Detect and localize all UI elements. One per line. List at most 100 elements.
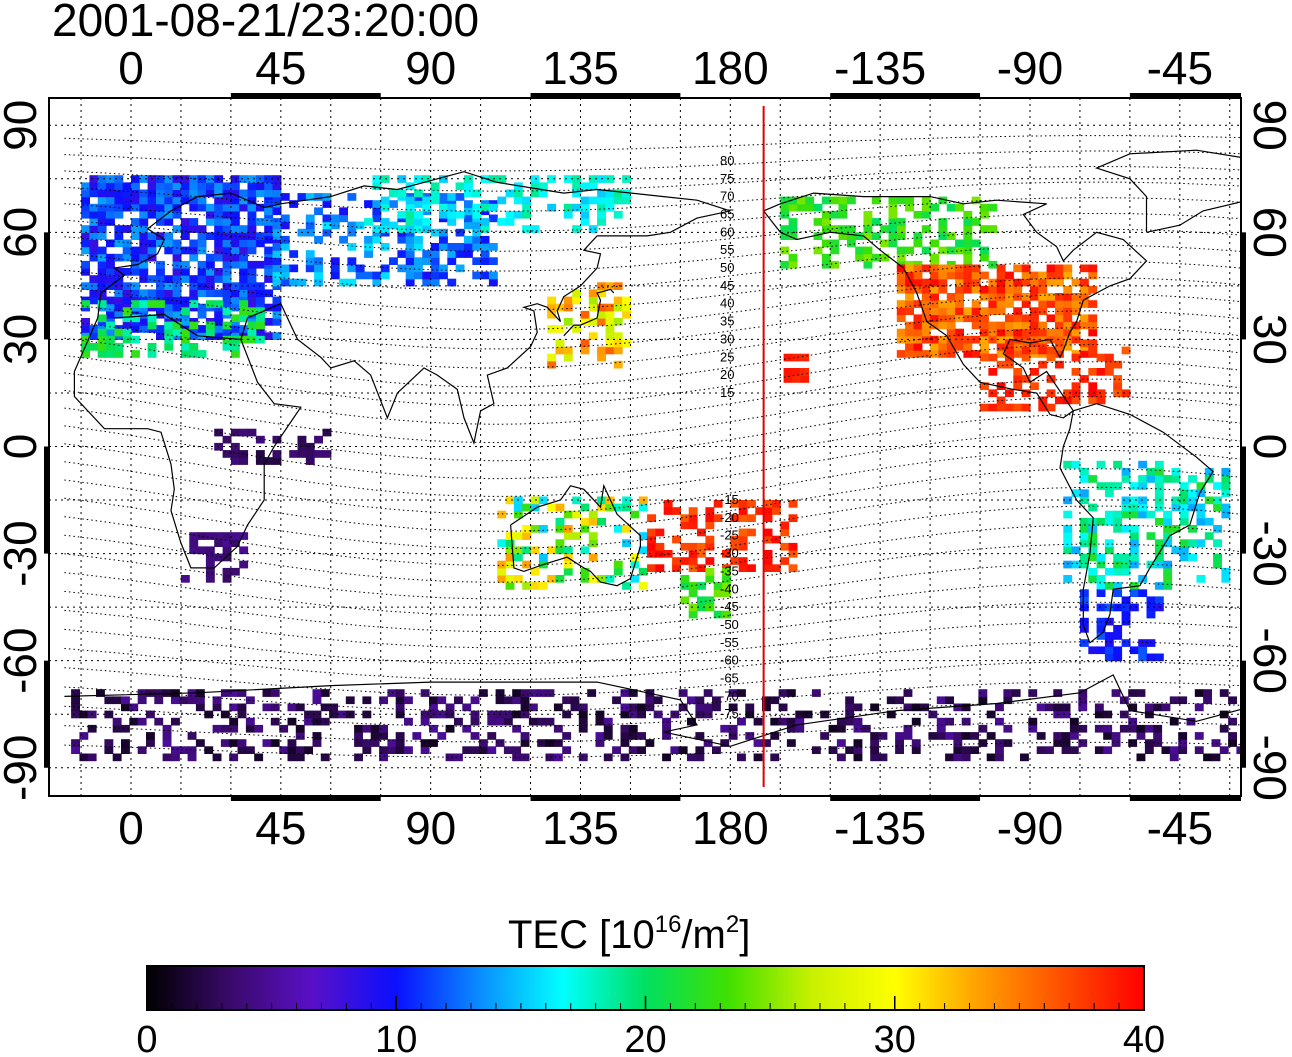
tec-cell — [189, 239, 199, 248]
tec-cell — [422, 278, 432, 287]
tec-cell — [131, 232, 140, 240]
tec-cell — [913, 314, 923, 323]
tec-cell — [853, 724, 863, 733]
tec-cell — [1163, 575, 1173, 583]
tec-cell — [530, 182, 540, 191]
tec-cell — [1188, 496, 1197, 505]
tec-cell — [137, 746, 147, 754]
tec-cell — [1038, 271, 1048, 280]
tec-cell — [488, 214, 498, 223]
tec-cell — [180, 189, 190, 198]
tec-cell — [230, 196, 240, 205]
tec-cell — [1079, 300, 1089, 308]
tec-cell — [1138, 575, 1148, 583]
tec-cell — [905, 196, 914, 205]
contour-line — [64, 166, 1241, 192]
tec-cell — [264, 246, 274, 255]
tec-cell — [345, 696, 355, 705]
tec-cell — [821, 239, 831, 248]
tec-cell — [1154, 467, 1164, 476]
tec-cell — [538, 496, 548, 505]
tec-cell — [522, 210, 532, 219]
tec-cell — [312, 739, 322, 747]
tec-cell — [1088, 575, 1098, 583]
tec-cell — [771, 507, 781, 515]
tec-cell — [846, 225, 856, 233]
contour-label: -60 — [720, 653, 739, 668]
tec-cell — [289, 278, 299, 287]
tec-cell — [404, 717, 413, 726]
tec-cell — [1021, 403, 1031, 412]
tec-cell — [988, 307, 998, 315]
tec-cell — [104, 696, 114, 705]
tec-cell — [688, 514, 698, 522]
tec-cell — [1161, 746, 1171, 754]
tec-cell — [1069, 732, 1079, 740]
tec-cell — [295, 724, 305, 733]
tec-cell — [655, 550, 665, 558]
tec-cell — [995, 717, 1004, 726]
tec-cell — [139, 253, 149, 262]
tec-cell — [1063, 532, 1073, 540]
tec-cell — [971, 300, 981, 308]
tec-cell — [197, 289, 207, 298]
tec-cell — [572, 182, 582, 191]
tec-cell — [1030, 307, 1039, 315]
tec-cell — [605, 175, 615, 183]
tec-cell — [81, 239, 90, 248]
tec-cell — [205, 282, 215, 290]
tec-cell — [745, 703, 755, 712]
tec-pixels — [71, 175, 1241, 762]
tec-cell — [147, 343, 157, 351]
tec-cell — [122, 239, 132, 248]
tec-cell — [953, 732, 963, 740]
tec-cell — [131, 350, 140, 358]
tec-cell — [1046, 300, 1056, 308]
tec-cell — [961, 703, 971, 712]
tec-cell — [853, 753, 863, 762]
tec-cell — [572, 175, 582, 183]
tec-cell — [422, 257, 432, 265]
tec-cell — [1161, 703, 1171, 712]
tec-cell — [747, 500, 756, 508]
tec-cell — [287, 746, 297, 754]
tec-cell — [106, 203, 115, 212]
tec-cell — [89, 253, 99, 262]
tec-cell — [247, 175, 257, 183]
tec-cell — [1154, 560, 1164, 569]
tec-cell — [921, 321, 931, 330]
tec-cell — [863, 218, 873, 226]
tec-cell — [380, 243, 390, 251]
tec-cell — [455, 264, 465, 273]
tec-cell — [205, 567, 215, 576]
tec-cell — [572, 510, 582, 519]
tec-cell — [247, 335, 257, 344]
tec-cell — [1038, 346, 1048, 355]
tec-cell — [905, 203, 914, 212]
tec-cell — [347, 257, 357, 265]
tec-cell — [980, 343, 989, 351]
tec-cell — [563, 210, 573, 219]
lon-tick-label-top: 180 — [692, 42, 769, 94]
tec-cell — [272, 310, 282, 319]
tec-cell — [230, 239, 240, 248]
tec-cell — [355, 264, 365, 273]
tec-cell — [97, 232, 107, 240]
tec-cell — [71, 739, 80, 747]
tec-cell — [272, 250, 282, 258]
tec-cell — [205, 189, 215, 198]
tec-cell — [279, 724, 289, 733]
tec-cell — [147, 246, 157, 255]
contour-line — [64, 721, 1241, 743]
tec-cell — [505, 560, 515, 569]
tec-cell — [988, 321, 998, 330]
tec-cell — [1005, 321, 1014, 330]
tec-cell — [454, 696, 463, 705]
tec-cell — [122, 182, 132, 191]
tec-cell — [230, 567, 240, 576]
lat-tick-label-left: 60 — [0, 207, 46, 258]
tec-cell — [1046, 278, 1056, 287]
tec-cell — [230, 246, 240, 255]
tec-cell — [220, 689, 230, 697]
tec-cell — [230, 314, 240, 323]
